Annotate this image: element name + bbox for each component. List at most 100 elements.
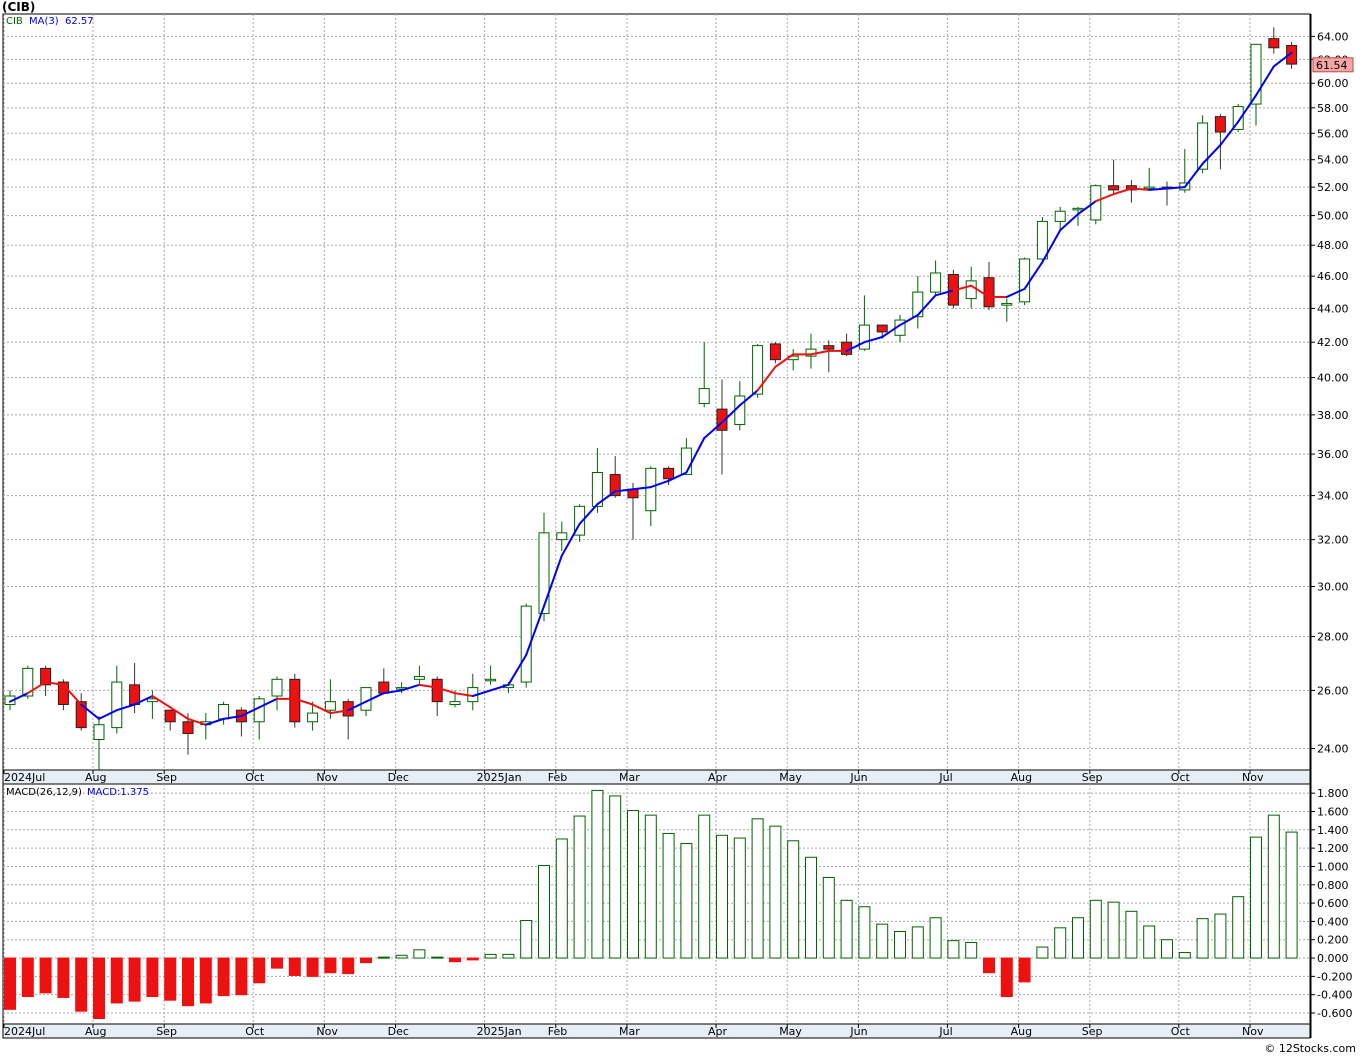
candle [1250,43,1262,126]
candle-body [912,291,924,318]
macd-bar [93,957,105,1020]
price-y-tick-label: 52.00 [1317,181,1349,194]
candle [271,676,283,711]
candle-body [1232,106,1244,130]
macd-bar [947,940,960,959]
macd-bar [787,840,800,959]
ma3-segment [471,689,492,697]
price-y-tick-label: 38.00 [1317,409,1349,422]
candle-body [876,324,888,333]
macd-bar [449,957,461,963]
candle-body [93,724,105,740]
ma3-segment [26,681,47,695]
candle-body [378,681,390,694]
ma3-segment [258,697,278,709]
candle-body [182,721,194,735]
ma3-segment [578,503,599,525]
price-x-tick-label: May [779,771,802,784]
candle [182,713,194,755]
price-y-tick-label: 42.00 [1317,336,1349,349]
macd-bar [360,957,372,964]
ma3-segment [489,683,510,692]
candle-body [1286,44,1298,65]
candle [75,693,87,731]
candle [111,665,123,734]
candle-body [716,408,728,431]
candle-body [609,474,621,497]
candle-body [1108,185,1120,191]
candle [485,665,497,685]
macd-bar [1000,957,1013,998]
price-x-tick-label: Nov [1242,771,1264,784]
macd-x-axis-band [2,1023,1311,1039]
candle-body [449,701,461,705]
price-x-tick-label: Aug [85,771,106,784]
chart-title: (CIB) [2,0,36,14]
candle-body [413,676,425,680]
macd-bar [1018,957,1031,983]
ma3-segment [115,703,136,712]
price-x-tick-label: Jun [849,771,867,784]
macd-bar [413,949,426,959]
candle-body [1090,185,1102,221]
candle [823,340,835,373]
price-y-tick-label: 50.00 [1317,210,1349,223]
price-y-tick-label: 58.00 [1317,102,1349,115]
macd-bar [698,814,711,959]
candle-body [823,345,835,350]
price-y-tick-label: 48.00 [1317,239,1349,252]
ma3-segment [863,336,884,344]
ma3-segment [204,717,225,726]
ma3-segment [98,709,118,720]
price-y-tick-label: 64.00 [1317,30,1349,43]
macd-bar [182,957,194,1007]
ma3-segment [1130,187,1151,191]
macd-bar [1250,836,1262,959]
price-x-tick-label: Apr [708,771,728,784]
ma3-segment [685,437,706,474]
macd-bar [573,815,586,959]
ma3-segment [436,686,456,695]
macd-bar [876,923,889,959]
copyright-text: © 12Stocks.com [1264,1042,1356,1055]
macd-legend: MACD(26,12,9) MACD:1.375 [6,787,149,798]
macd-bar [983,957,995,974]
macd-bar [164,957,177,1001]
macd-x-tick-label: Sep [156,1025,177,1038]
macd-bar [1161,939,1173,959]
ma3-segment [916,294,937,317]
candle [556,521,568,552]
ma3-segment [240,706,261,717]
legend-ticker: CIB [6,16,23,27]
ma3-segment [1183,162,1204,189]
ma3-segment [1219,120,1240,147]
macd-bar [57,957,70,998]
macd-bar [484,953,497,959]
candle [307,701,319,731]
price-y-tick-label: 30.00 [1317,580,1349,593]
macd-bar [751,818,764,959]
candle-body [1072,207,1084,211]
candle-body [645,467,657,512]
candle [663,466,675,486]
candle-body [591,471,603,507]
macd-bar [306,957,319,977]
price-y-tick-label: 54.00 [1317,154,1349,167]
candle-body [253,698,265,723]
macd-y-tick-label: 1.200 [1317,842,1349,855]
macd-x-tick-label: Nov [1242,1025,1264,1038]
candle-body [1054,210,1066,222]
macd-bar [4,957,16,1010]
candle [1143,167,1155,190]
candle [1108,159,1120,195]
macd-bar [822,876,835,959]
macd-bar [342,957,355,975]
macd-bar [555,838,568,959]
price-x-tick-label: Nov [316,771,338,784]
macd-bar [1232,896,1245,959]
ma3-segment [1077,200,1097,216]
macd-x-tick-label: Aug [1011,1025,1032,1038]
candle-body [1001,302,1013,306]
macd-x-tick-label: Mar [619,1025,640,1038]
